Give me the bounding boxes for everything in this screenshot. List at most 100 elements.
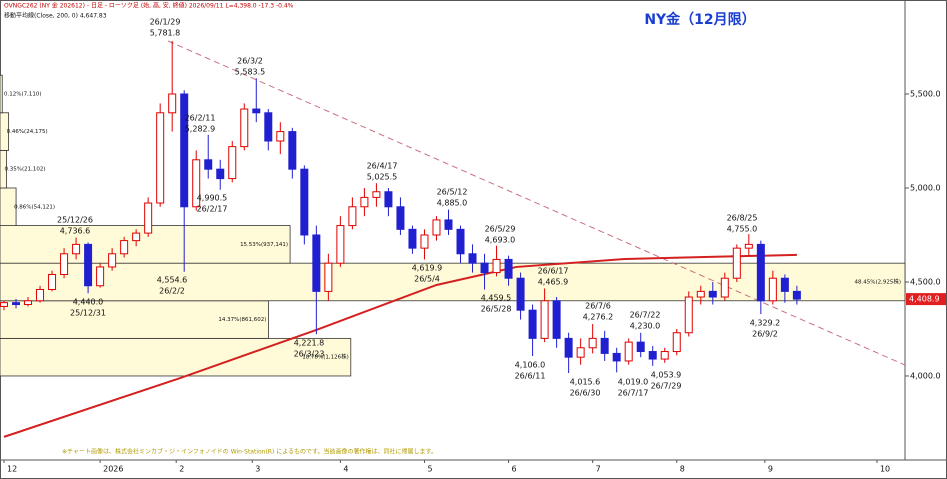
candle-body	[708, 290, 717, 298]
annotation: 4,693.0	[485, 236, 516, 245]
annotation: 4,619.9	[412, 264, 443, 273]
volume-label: 14.37%(861,602)	[218, 317, 266, 323]
annotation: 26/2/17	[197, 205, 228, 214]
annotation: 4,019.0	[618, 378, 649, 387]
y-tick-label: 5,500.0	[910, 89, 941, 98]
candle-body	[84, 243, 93, 287]
candle-body	[480, 262, 489, 274]
candle-body	[672, 332, 681, 353]
candle-body	[384, 191, 393, 208]
candle-body	[300, 168, 309, 236]
annotation: 26/6/30	[570, 389, 601, 398]
annotation: 26/7/17	[618, 389, 649, 398]
header: OVNGC262 (NY 金 202612) - 日足 - ローソク足 (始, …	[4, 2, 294, 10]
candle-body	[204, 159, 213, 170]
candle-body	[516, 277, 525, 311]
x-tick-label: 5	[427, 465, 432, 474]
x-tick-label: 12	[7, 465, 17, 474]
volume-label: 48.45%(2,925株)	[854, 277, 901, 285]
candle-body	[360, 196, 369, 208]
candle-body	[768, 277, 777, 302]
annotation: 5,583.5	[235, 68, 266, 77]
annotation: 26/5/29	[485, 225, 516, 234]
candle-body	[528, 309, 537, 339]
candle-body	[108, 253, 117, 268]
annotation: 4,554.6	[157, 276, 188, 285]
candle-body	[48, 273, 57, 290]
candle-body	[588, 337, 597, 349]
candle-body	[156, 112, 165, 204]
annotation: 26/7/6	[585, 302, 611, 311]
annotation: 4,990.5	[197, 194, 228, 203]
volume-label: 0.12%(7,110)	[4, 91, 42, 97]
candle-body	[312, 234, 321, 292]
annotation: 26/3/2	[237, 57, 263, 66]
candle-body	[348, 206, 357, 227]
x-tick-label: 8	[680, 465, 685, 474]
candle-body	[192, 159, 201, 208]
annotation: 5,781.8	[150, 29, 181, 38]
annotation: 26/7/29	[651, 382, 682, 391]
annotation: 4,885.0	[437, 199, 468, 208]
annotation: 4,221.8	[294, 339, 325, 348]
annotation: 4,459.5	[481, 294, 512, 303]
volume-bar	[0, 300, 269, 339]
footnote: ※チャート画像は、株式会社ミンカブ・ジ・インフォノイドの Win-Station…	[62, 448, 437, 456]
x-tick-label: 4	[343, 465, 348, 474]
candle-body	[264, 112, 273, 142]
volume-bar	[0, 74, 3, 114]
candle-body	[168, 93, 177, 114]
candle-body	[276, 131, 285, 142]
plot: 18.78%(1,126株) 14.37%(861,602) 48.45%(2,92…	[0, 18, 946, 474]
candle-body	[336, 225, 345, 264]
chart-title: NY金（12月限）	[644, 11, 755, 28]
last-price-box	[906, 293, 946, 306]
annotation: 25/12/26	[57, 216, 93, 225]
annotation: 26/8/25	[727, 214, 758, 223]
candle-body	[240, 108, 249, 148]
candle-body	[432, 219, 441, 236]
x-tick-label: 2026	[103, 465, 123, 474]
annotation: 26/5/4	[414, 275, 440, 284]
x-tick-label: 7	[596, 465, 601, 474]
annotation: 4,106.0	[515, 361, 546, 370]
x-tick-label: 10	[880, 465, 890, 474]
candle-body	[720, 277, 729, 298]
candle-body	[0, 302, 9, 307]
annotation: 26/4/17	[367, 162, 398, 171]
trendline	[167, 40, 906, 366]
candle-body	[36, 288, 45, 302]
candle-body	[60, 253, 69, 275]
candle-body	[684, 296, 693, 334]
candle-body	[540, 300, 549, 339]
volume-label: 18.78%(1,126株)	[302, 353, 349, 361]
x-tick-label: 3	[255, 465, 260, 474]
annotation: 25/12/31	[70, 309, 106, 318]
annotation: 26/5/12	[437, 188, 468, 197]
candle-body	[408, 228, 417, 249]
ma-header: 移動平均線(Close, 200, 0) 4,647.83	[4, 12, 107, 20]
annotation: 26/6/11	[515, 372, 546, 381]
candle-body	[252, 108, 261, 114]
candle-body	[744, 243, 753, 249]
candle-body	[120, 240, 129, 255]
y-tick-label: 4,500.0	[910, 277, 941, 286]
candle-body	[552, 300, 561, 339]
candle-body	[396, 206, 405, 230]
candle-body	[624, 341, 633, 362]
annotation: 4,440.0	[73, 298, 104, 307]
candle-body	[648, 351, 657, 360]
volume-label: 15.53%(937,141)	[240, 242, 288, 248]
annotation: 4,230.0	[630, 322, 661, 331]
annotation: 4,755.0	[727, 225, 758, 234]
annotation: 26/6/17	[538, 267, 569, 276]
candle-body	[420, 234, 429, 249]
candle-body	[456, 228, 465, 255]
candle-body	[444, 219, 453, 230]
candle-body	[696, 290, 705, 298]
annotation: 4,736.6	[60, 227, 91, 236]
annotation: 4,276.2	[583, 313, 614, 322]
annotation: 26/3/23	[294, 350, 325, 359]
candle-body	[660, 351, 669, 360]
